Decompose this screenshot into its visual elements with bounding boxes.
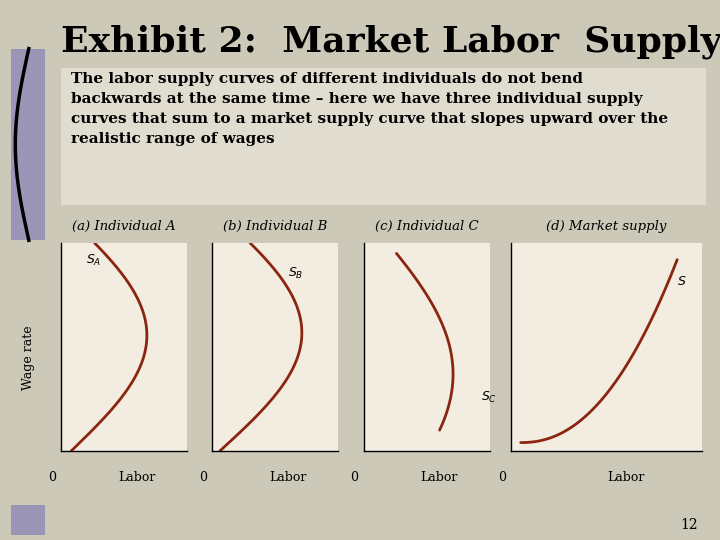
Text: 0: 0 <box>48 471 56 484</box>
Text: (b) Individual B: (b) Individual B <box>223 220 328 233</box>
Text: Exhibit 2:  Market Labor  Supply Curve: Exhibit 2: Market Labor Supply Curve <box>61 24 720 59</box>
Text: (d) Market supply: (d) Market supply <box>546 220 667 233</box>
Text: Labor: Labor <box>269 471 307 484</box>
Text: 12: 12 <box>681 518 698 532</box>
Text: Wage rate: Wage rate <box>22 325 35 390</box>
Text: The labor supply curves of different individuals do not bend
backwards at the sa: The labor supply curves of different ind… <box>71 72 668 146</box>
Text: $S$: $S$ <box>677 274 686 287</box>
Text: Labor: Labor <box>607 471 644 484</box>
Text: (a) Individual A: (a) Individual A <box>73 220 176 233</box>
Text: (c) Individual C: (c) Individual C <box>375 220 478 233</box>
Text: $S_B$: $S_B$ <box>288 266 303 281</box>
Text: $S_C$: $S_C$ <box>481 390 497 405</box>
Text: $S_A$: $S_A$ <box>86 253 101 268</box>
Text: 0: 0 <box>498 471 506 484</box>
Text: Labor: Labor <box>118 471 156 484</box>
Text: 0: 0 <box>350 471 359 484</box>
Text: 0: 0 <box>199 471 207 484</box>
Text: Labor: Labor <box>420 471 458 484</box>
